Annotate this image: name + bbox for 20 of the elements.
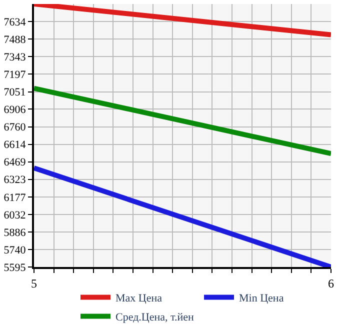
y-tick-label: 6032 — [4, 209, 26, 222]
y-tick-label: 6614 — [4, 139, 26, 152]
y-tick-label: 6323 — [4, 174, 26, 186]
x-tick-label: 6 — [328, 276, 334, 290]
y-tick-label: 6760 — [4, 122, 26, 134]
y-tick-label: 6177 — [4, 192, 26, 204]
legend-label: Сред.Цена, т.йен — [116, 312, 194, 324]
y-tick-label: 7051 — [4, 86, 26, 99]
y-tick-label: 6469 — [4, 156, 26, 169]
x-tick-label: 5 — [31, 276, 37, 290]
y-tick-label: 7634 — [4, 16, 26, 28]
legend-label: Min Цена — [239, 292, 284, 305]
y-tick-label: 5886 — [4, 226, 26, 239]
y-tick-label: 5740 — [4, 244, 26, 256]
y-tick-label: 7488 — [4, 34, 26, 46]
legend-label: Max Цена — [116, 292, 162, 305]
y-tick-label: 5595 — [4, 262, 26, 274]
y-tick-label: 7197 — [4, 69, 26, 82]
y-tick-label: 6906 — [4, 104, 26, 116]
y-tick-label: 7343 — [4, 51, 26, 64]
